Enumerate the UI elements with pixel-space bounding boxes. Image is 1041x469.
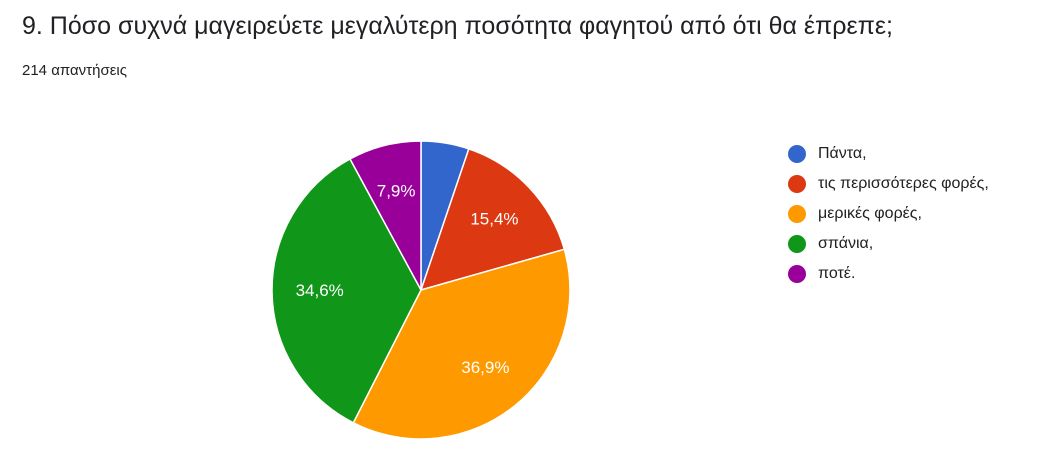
legend-label: ποτέ. bbox=[818, 265, 856, 282]
legend-label: τις περισσότερες φορές, bbox=[818, 175, 989, 192]
legend-label: σπάνια, bbox=[818, 235, 874, 252]
legend-swatch-icon bbox=[788, 205, 806, 223]
legend-item-3[interactable]: σπάνια, bbox=[788, 229, 989, 259]
legend-item-1[interactable]: τις περισσότερες φορές, bbox=[788, 169, 989, 199]
legend-label: Πάντα, bbox=[818, 145, 867, 162]
legend-swatch-icon bbox=[788, 145, 806, 163]
legend-item-0[interactable]: Πάντα, bbox=[788, 139, 989, 169]
legend-item-4[interactable]: ποτέ. bbox=[788, 259, 989, 289]
question-title: 9. Πόσο συχνά μαγειρεύετε μεγαλύτερη ποσ… bbox=[22, 12, 893, 40]
legend-label: μερικές φορές, bbox=[818, 205, 922, 222]
pie-slice-1[interactable] bbox=[419, 147, 566, 292]
response-count: 214 απαντήσεις bbox=[22, 62, 127, 79]
pie-slice-2[interactable] bbox=[352, 248, 571, 440]
legend-swatch-icon bbox=[788, 235, 806, 253]
chart-legend: Πάντα, τις περισσότερες φορές, μερικές φορ… bbox=[788, 139, 989, 289]
legend-item-2[interactable]: μερικές φορές, bbox=[788, 199, 989, 229]
legend-swatch-icon bbox=[788, 175, 806, 193]
pie-slice-4[interactable] bbox=[349, 140, 422, 291]
slice-label-3: 34,6% bbox=[296, 281, 344, 300]
slice-label-1: 15,4% bbox=[470, 210, 518, 229]
pie-slice-3[interactable] bbox=[271, 157, 422, 424]
slice-label-4: 7,9% bbox=[377, 181, 416, 200]
legend-swatch-icon bbox=[788, 265, 806, 283]
pie-slices bbox=[271, 140, 571, 440]
slice-label-2: 36,9% bbox=[461, 358, 509, 377]
pie-labels: 15,4% 36,9% 34,6% 7,9% bbox=[296, 181, 519, 376]
